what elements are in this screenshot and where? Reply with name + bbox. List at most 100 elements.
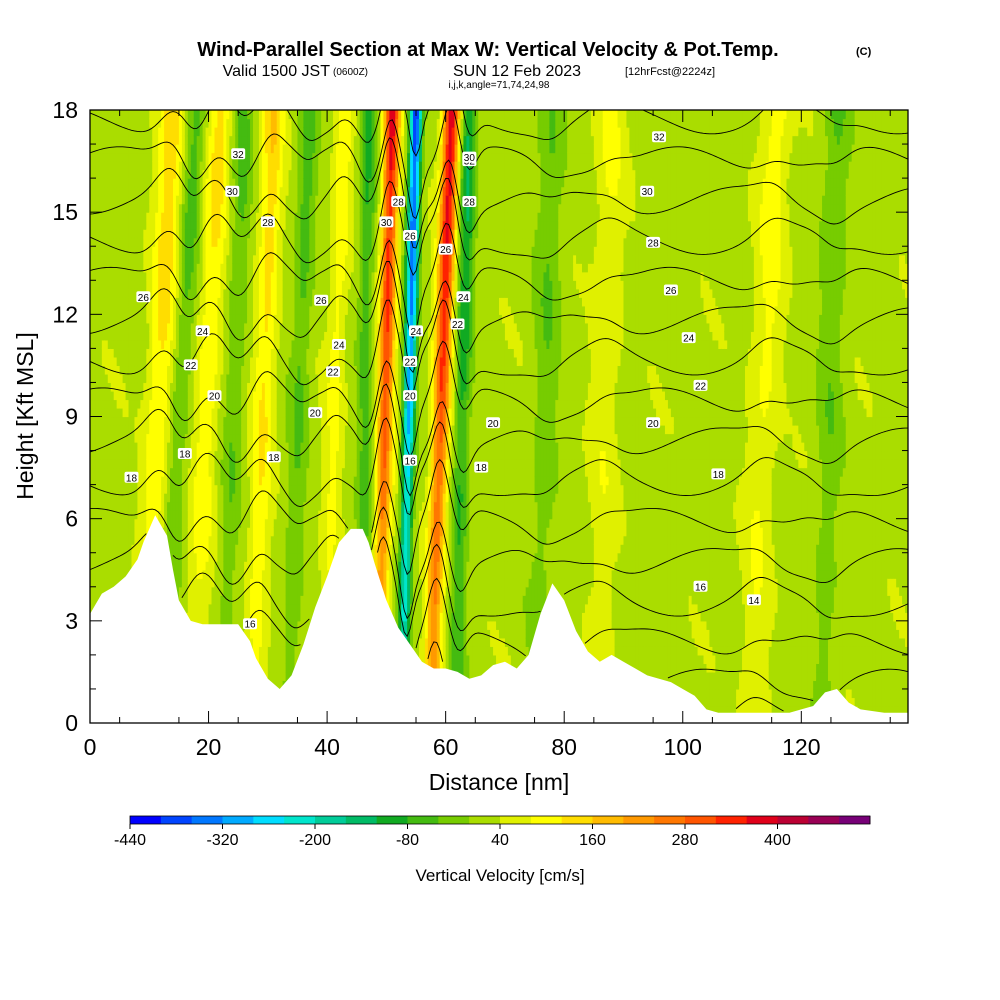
velocity-cell [264, 152, 269, 162]
velocity-cell [131, 263, 136, 273]
velocity-cell [270, 144, 275, 154]
velocity-cell [226, 161, 230, 171]
velocity-cell [164, 365, 168, 375]
velocity-cell [107, 237, 112, 247]
velocity-cell [205, 382, 210, 392]
velocity-cell [140, 118, 144, 128]
velocity-cell [247, 382, 251, 392]
velocity-cell [220, 433, 224, 443]
velocity-cell [104, 544, 109, 554]
velocity-cell [175, 527, 180, 537]
velocity-cell [253, 127, 257, 137]
velocity-cell [140, 510, 144, 520]
velocity-cell [128, 169, 133, 179]
velocity-cell [279, 612, 284, 622]
velocity-cell [202, 493, 207, 503]
velocity-cell [167, 467, 171, 477]
velocity-cell [247, 212, 251, 222]
velocity-cell [196, 416, 201, 426]
velocity-cell [276, 595, 281, 605]
velocity-cell [116, 433, 121, 443]
velocity-cell [214, 493, 219, 503]
velocity-cell [137, 373, 141, 384]
velocity-cell [178, 476, 183, 486]
velocity-cell [250, 578, 254, 588]
velocity-cell [285, 646, 290, 656]
velocity-cell [128, 110, 133, 120]
velocity-cell [285, 407, 290, 418]
velocity-cell [223, 169, 227, 179]
velocity-cell [90, 212, 94, 222]
velocity-cell [258, 135, 263, 145]
velocity-cell [175, 339, 180, 349]
velocity-cell [178, 314, 183, 324]
velocity-cell [110, 476, 115, 486]
velocity-cell [217, 535, 221, 545]
velocity-cell [90, 271, 94, 281]
velocity-cell [161, 305, 165, 315]
velocity-cell [152, 110, 156, 120]
velocity-cell [119, 271, 124, 281]
velocity-cell [170, 195, 174, 205]
velocity-cell [238, 237, 242, 247]
velocity-cell [220, 331, 224, 341]
velocity-cell [178, 407, 183, 418]
velocity-cell [205, 527, 210, 537]
velocity-cell [190, 314, 195, 324]
velocity-cell [238, 476, 242, 486]
velocity-cell [158, 442, 162, 452]
velocity-cell [255, 654, 260, 664]
velocity-cell [122, 186, 127, 196]
velocity-cell [226, 169, 230, 179]
velocity-cell [202, 442, 207, 452]
velocity-cell [152, 399, 156, 409]
velocity-cell [232, 212, 236, 222]
velocity-cell [98, 467, 103, 477]
velocity-cell [140, 178, 144, 188]
velocity-cell [247, 195, 251, 205]
velocity-cell [235, 237, 239, 247]
velocity-cell [282, 544, 287, 554]
velocity-cell [178, 518, 183, 528]
velocity-cell [217, 501, 221, 511]
velocity-cell [241, 356, 245, 367]
velocity-cell [178, 254, 183, 264]
velocity-cell [220, 135, 224, 145]
velocity-cell [172, 544, 177, 554]
velocity-cell [273, 527, 278, 537]
velocity-cell [273, 152, 278, 162]
velocity-cell [172, 118, 177, 128]
velocity-cell [238, 288, 242, 298]
velocity-cell [258, 271, 263, 281]
velocity-cell [107, 399, 112, 409]
velocity-cell [193, 322, 198, 332]
velocity-cell [187, 467, 192, 477]
subtitle-indices: i,j,k,angle=71,74,24,98 [449, 80, 550, 91]
velocity-cell [134, 373, 139, 384]
velocity-cell [202, 501, 207, 511]
velocity-cell [92, 246, 97, 256]
velocity-cell [125, 297, 130, 307]
velocity-cell [164, 152, 168, 162]
velocity-cell [143, 254, 147, 264]
velocity-cell [164, 433, 168, 443]
velocity-cell [250, 518, 254, 528]
velocity-cell [95, 263, 100, 273]
velocity-cell [119, 135, 124, 145]
velocity-cell [258, 161, 263, 171]
velocity-cell [258, 501, 263, 511]
velocity-cell [116, 118, 121, 128]
velocity-cell [267, 237, 272, 247]
velocity-cell [279, 373, 284, 384]
velocity-cell [202, 561, 207, 571]
velocity-cell [107, 356, 112, 367]
velocity-cell [140, 152, 144, 162]
velocity-cell [202, 425, 207, 435]
velocity-cell [238, 169, 242, 179]
velocity-cell [199, 178, 204, 188]
velocity-cell [276, 425, 281, 435]
velocity-cell [226, 237, 230, 247]
velocity-cell [131, 433, 136, 443]
velocity-cell [146, 467, 150, 477]
velocity-cell [270, 476, 275, 486]
